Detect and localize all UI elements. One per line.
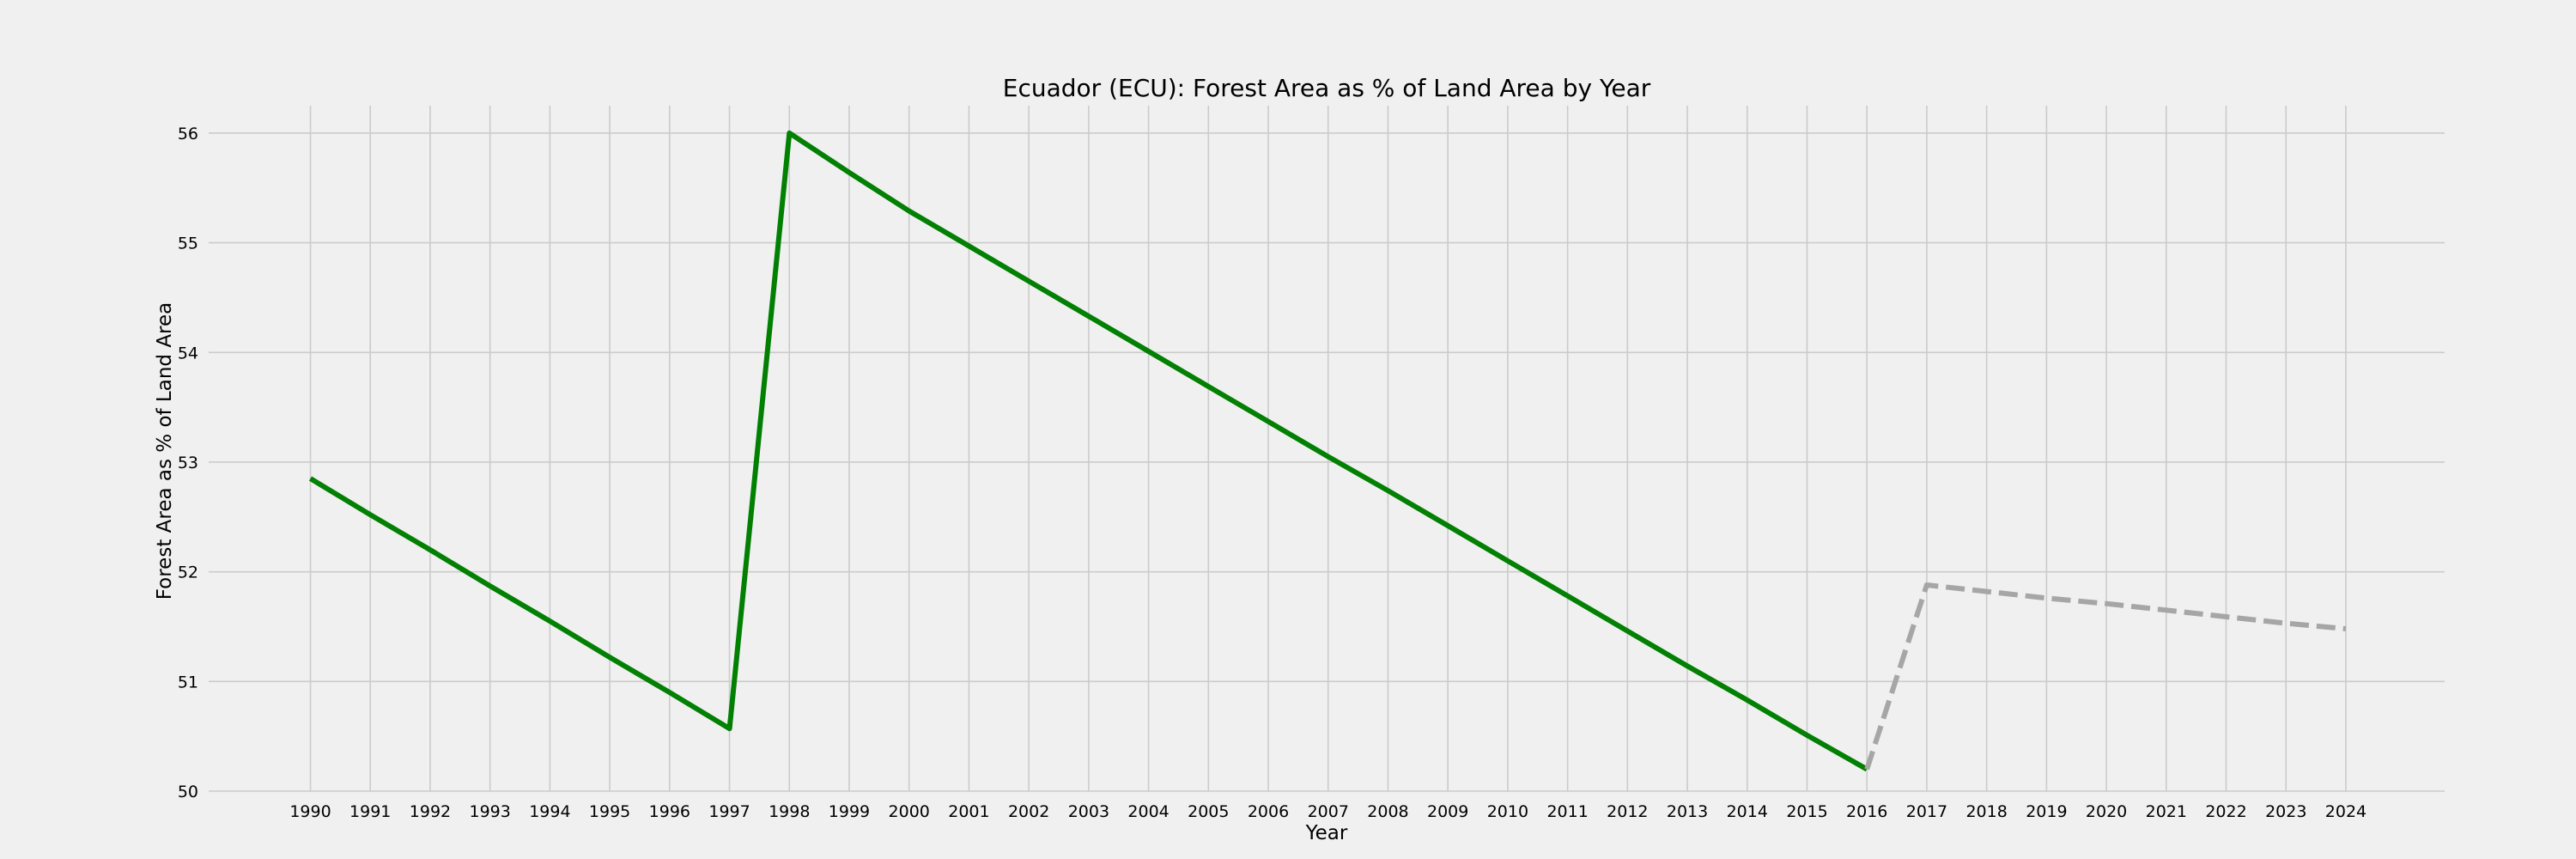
x-tick-label: 2009 [1427,802,1468,821]
x-tick-label: 2000 [889,802,930,821]
series-layer [308,130,2347,772]
x-tick-label: 2024 [2325,802,2366,821]
x-tick-label: 2007 [1308,802,1349,821]
y-tick-label: 52 [178,564,198,582]
x-tick-label: 2006 [1248,802,1289,821]
x-tick-label: 1994 [529,802,570,821]
x-tick-label: 1997 [708,802,750,821]
y-tick-label: 55 [178,235,198,253]
y-axis-label: Forest Area as % of Land Area [154,302,176,600]
x-tick-label: 2011 [1546,802,1588,821]
x-tick-label: 1993 [469,802,510,821]
y-tick-label: 51 [178,673,198,691]
x-tick-label: 2001 [948,802,989,821]
x-tick-label: 2018 [1965,802,2007,821]
x-tick-label: 2023 [2265,802,2306,821]
y-tick-label: 53 [178,454,198,472]
x-tick-label: 1992 [410,802,451,821]
x-tick-label: 2010 [1487,802,1528,821]
projected-series-line [1864,582,2347,771]
x-tick-label: 2012 [1607,802,1648,821]
x-tick-label: 2017 [1906,802,1947,821]
x-tick-label: 2019 [2026,802,2067,821]
x-tick-label: 2008 [1367,802,1408,821]
x-tick-label: 2013 [1667,802,1708,821]
x-tick-label: 2020 [2086,802,2127,821]
x-tick-label: 2022 [2205,802,2246,821]
x-tick-label: 2014 [1727,802,1768,821]
grid [209,106,2445,792]
x-axis-label: Year [1305,822,1348,844]
x-tick-label: 1990 [289,802,331,821]
tick-labels: 1990 1991 1992 1993 1994 1995 1996 1997 1998 1999… [178,125,2366,821]
x-tick-label: 1995 [589,802,630,821]
x-tick-label: 2002 [1008,802,1049,821]
y-tick-label: 56 [178,125,198,143]
y-tick-label: 54 [178,344,198,362]
x-tick-label: 1996 [649,802,690,821]
x-tick-label: 1998 [769,802,810,821]
x-tick-label: 2004 [1127,802,1169,821]
chart-title: Ecuador (ECU): Forest Area as % of Land … [1003,74,1651,102]
x-tick-label: 2003 [1068,802,1109,821]
x-tick-label: 1991 [349,802,391,821]
x-tick-label: 2005 [1188,802,1229,821]
x-tick-label: 2015 [1786,802,1827,821]
x-tick-label: 2021 [2146,802,2187,821]
x-tick-label: 1999 [829,802,870,821]
x-tick-label: 2016 [1846,802,1887,821]
y-tick-label: 50 [178,783,198,801]
forest-area-series-line [308,130,1868,772]
